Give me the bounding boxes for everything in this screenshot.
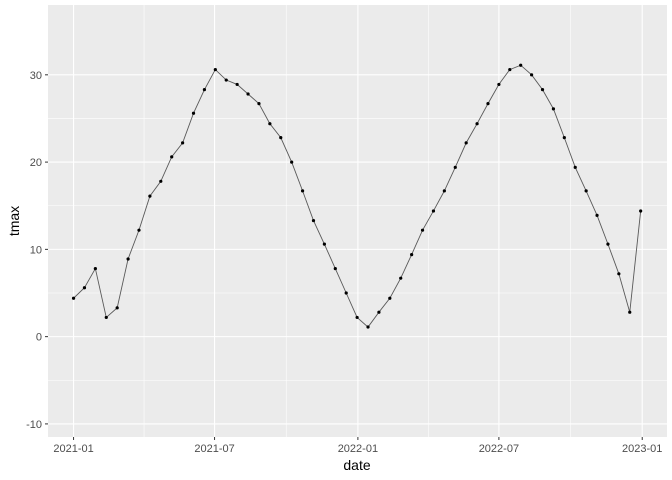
data-point [486, 102, 490, 106]
x-tick-label: 2023-01 [622, 443, 662, 455]
x-axis-title: date [343, 457, 370, 473]
data-point [344, 291, 348, 295]
data-point [420, 228, 425, 232]
data-point [104, 315, 108, 320]
data-point [508, 67, 512, 72]
data-point [497, 82, 501, 87]
data-point [410, 253, 414, 257]
data-point [257, 102, 261, 106]
data-point [519, 63, 523, 67]
data-point [115, 306, 119, 310]
data-point [202, 88, 207, 92]
y-tick-label: 0 [36, 332, 42, 344]
data-point [71, 296, 76, 300]
data-series [71, 63, 643, 329]
data-point [181, 141, 185, 145]
data-point [399, 276, 403, 280]
x-tick-label: 2022-01 [338, 443, 378, 455]
data-point [268, 122, 272, 126]
data-point [562, 136, 566, 140]
data-point [224, 78, 228, 82]
y-axis: -10 0 10 20 30 [26, 70, 48, 431]
data-point [377, 310, 381, 314]
major-grid [48, 5, 667, 437]
data-point [595, 213, 599, 217]
data-point [388, 296, 392, 300]
data-point [617, 272, 621, 276]
y-tick-label: 20 [30, 157, 42, 169]
y-axis-title: tmax [6, 206, 22, 236]
data-point [213, 67, 217, 72]
data-point [137, 228, 141, 232]
data-point [300, 189, 305, 193]
data-point [551, 107, 556, 111]
x-tick-label: 2021-01 [53, 443, 93, 455]
data-point [584, 189, 588, 193]
data-point [159, 179, 163, 183]
data-point [442, 189, 446, 193]
data-point [148, 194, 152, 198]
data-point [628, 310, 632, 314]
data-point [355, 315, 359, 320]
x-tick-label: 2022-07 [479, 443, 519, 455]
data-point [464, 141, 468, 145]
data-point [93, 266, 97, 271]
data-point [639, 209, 643, 213]
data-point [279, 136, 283, 140]
data-point [235, 82, 239, 87]
data-point [311, 218, 316, 223]
data-point [530, 73, 534, 77]
data-point [333, 266, 337, 271]
data-point [540, 88, 545, 92]
y-tick-label: 10 [30, 244, 42, 256]
y-tick-label: -10 [26, 419, 42, 431]
data-point [82, 286, 87, 290]
y-tick-label: 30 [30, 70, 42, 82]
data-point [290, 160, 294, 164]
data-point [191, 111, 196, 115]
data-point [170, 155, 174, 159]
data-point [246, 92, 250, 96]
x-tick-label: 2021-07 [194, 443, 234, 455]
data-point [431, 209, 436, 213]
x-axis: 2021-01 2021-07 2022-01 2022-07 2023-01 [53, 437, 662, 455]
data-point [475, 122, 479, 126]
data-point [366, 325, 370, 329]
data-point [126, 257, 130, 261]
data-point [322, 242, 326, 246]
data-point [453, 165, 457, 169]
data-point [606, 242, 610, 246]
data-point [573, 165, 577, 169]
